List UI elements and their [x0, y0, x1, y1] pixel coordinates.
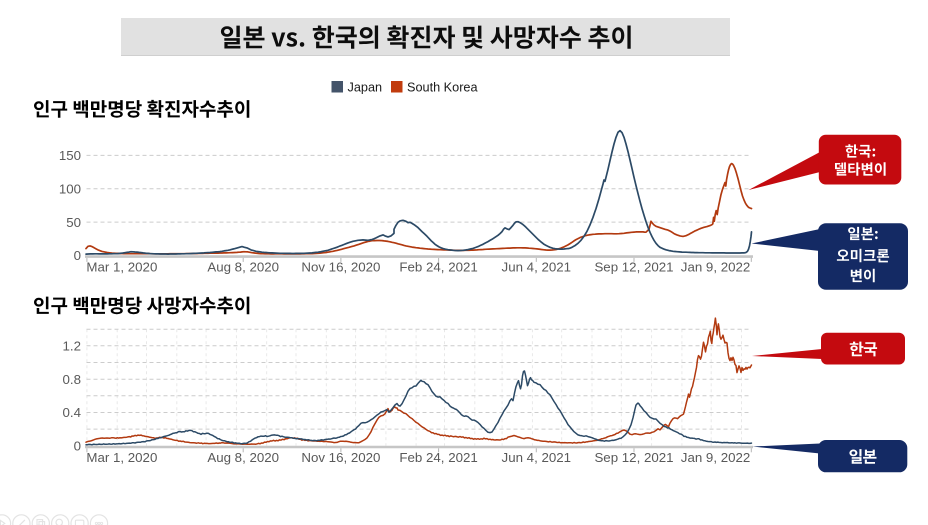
- svg-text:Jun 4, 2021: Jun 4, 2021: [502, 450, 572, 465]
- svg-text:Jan 9, 2022: Jan 9, 2022: [681, 450, 751, 465]
- svg-text:Sep 12, 2021: Sep 12, 2021: [594, 450, 673, 465]
- svg-text:1.2: 1.2: [63, 339, 82, 354]
- svg-text:0: 0: [74, 439, 81, 454]
- svg-text:Nov 16, 2020: Nov 16, 2020: [301, 450, 380, 465]
- svg-text:0: 0: [74, 248, 81, 263]
- svg-text:Jun 4, 2021: Jun 4, 2021: [502, 260, 572, 275]
- svg-text:50: 50: [66, 215, 81, 230]
- svg-text:Mar 1, 2020: Mar 1, 2020: [86, 260, 157, 275]
- svg-text:Mar 1, 2020: Mar 1, 2020: [86, 450, 157, 465]
- svg-text:Jan 9, 2022: Jan 9, 2022: [681, 260, 751, 275]
- svg-text:Nov 16, 2020: Nov 16, 2020: [301, 260, 380, 275]
- svg-text:Feb 24, 2021: Feb 24, 2021: [399, 450, 477, 465]
- svg-text:South Korea: South Korea: [407, 80, 478, 94]
- svg-text:0.4: 0.4: [63, 405, 82, 420]
- svg-text:100: 100: [59, 182, 81, 197]
- svg-text:Sep 12, 2021: Sep 12, 2021: [594, 260, 673, 275]
- svg-text:Japan: Japan: [348, 80, 383, 94]
- svg-text:Aug 8, 2020: Aug 8, 2020: [207, 450, 279, 465]
- svg-text:Aug 8, 2020: Aug 8, 2020: [207, 260, 279, 275]
- svg-text:150: 150: [59, 148, 81, 163]
- svg-text:Feb 24, 2021: Feb 24, 2021: [399, 260, 477, 275]
- svg-text:0.8: 0.8: [63, 372, 82, 387]
